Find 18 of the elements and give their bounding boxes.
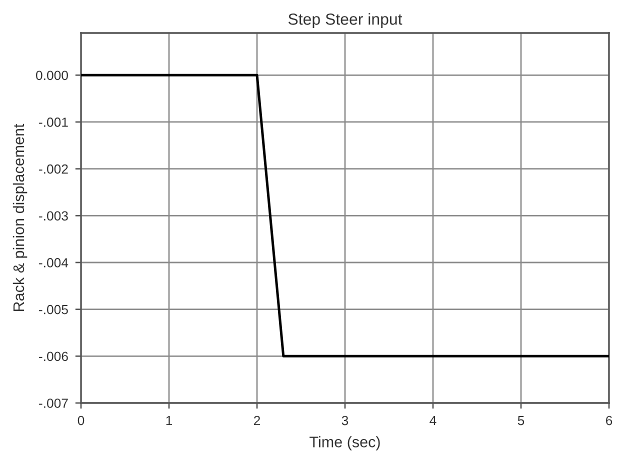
x-tick-label: 5 xyxy=(518,416,524,426)
x-tick-label: 6 xyxy=(606,416,612,426)
y-tick-label: -.006 xyxy=(39,352,68,362)
x-tick-label: 2 xyxy=(254,416,260,426)
chart-title: Step Steer input xyxy=(288,13,402,28)
y-tick-label: -.003 xyxy=(39,211,68,221)
x-tick-label: 4 xyxy=(430,416,436,426)
x-axis-title: Time (sec) xyxy=(310,436,380,450)
x-tick-label: 1 xyxy=(166,416,172,426)
y-tick-label: -.005 xyxy=(39,304,68,314)
x-tick-label: 3 xyxy=(342,416,348,426)
y-tick-label: -.001 xyxy=(39,118,68,127)
y-tick-label: 0.000 xyxy=(36,70,68,80)
y-tick-label: -.007 xyxy=(39,398,68,408)
y-axis-title: Rack & pinion displacement xyxy=(12,124,28,312)
x-tick-label: 0 xyxy=(78,416,84,426)
y-tick-label: -.002 xyxy=(39,164,68,174)
y-tick-label: -.004 xyxy=(39,258,68,268)
